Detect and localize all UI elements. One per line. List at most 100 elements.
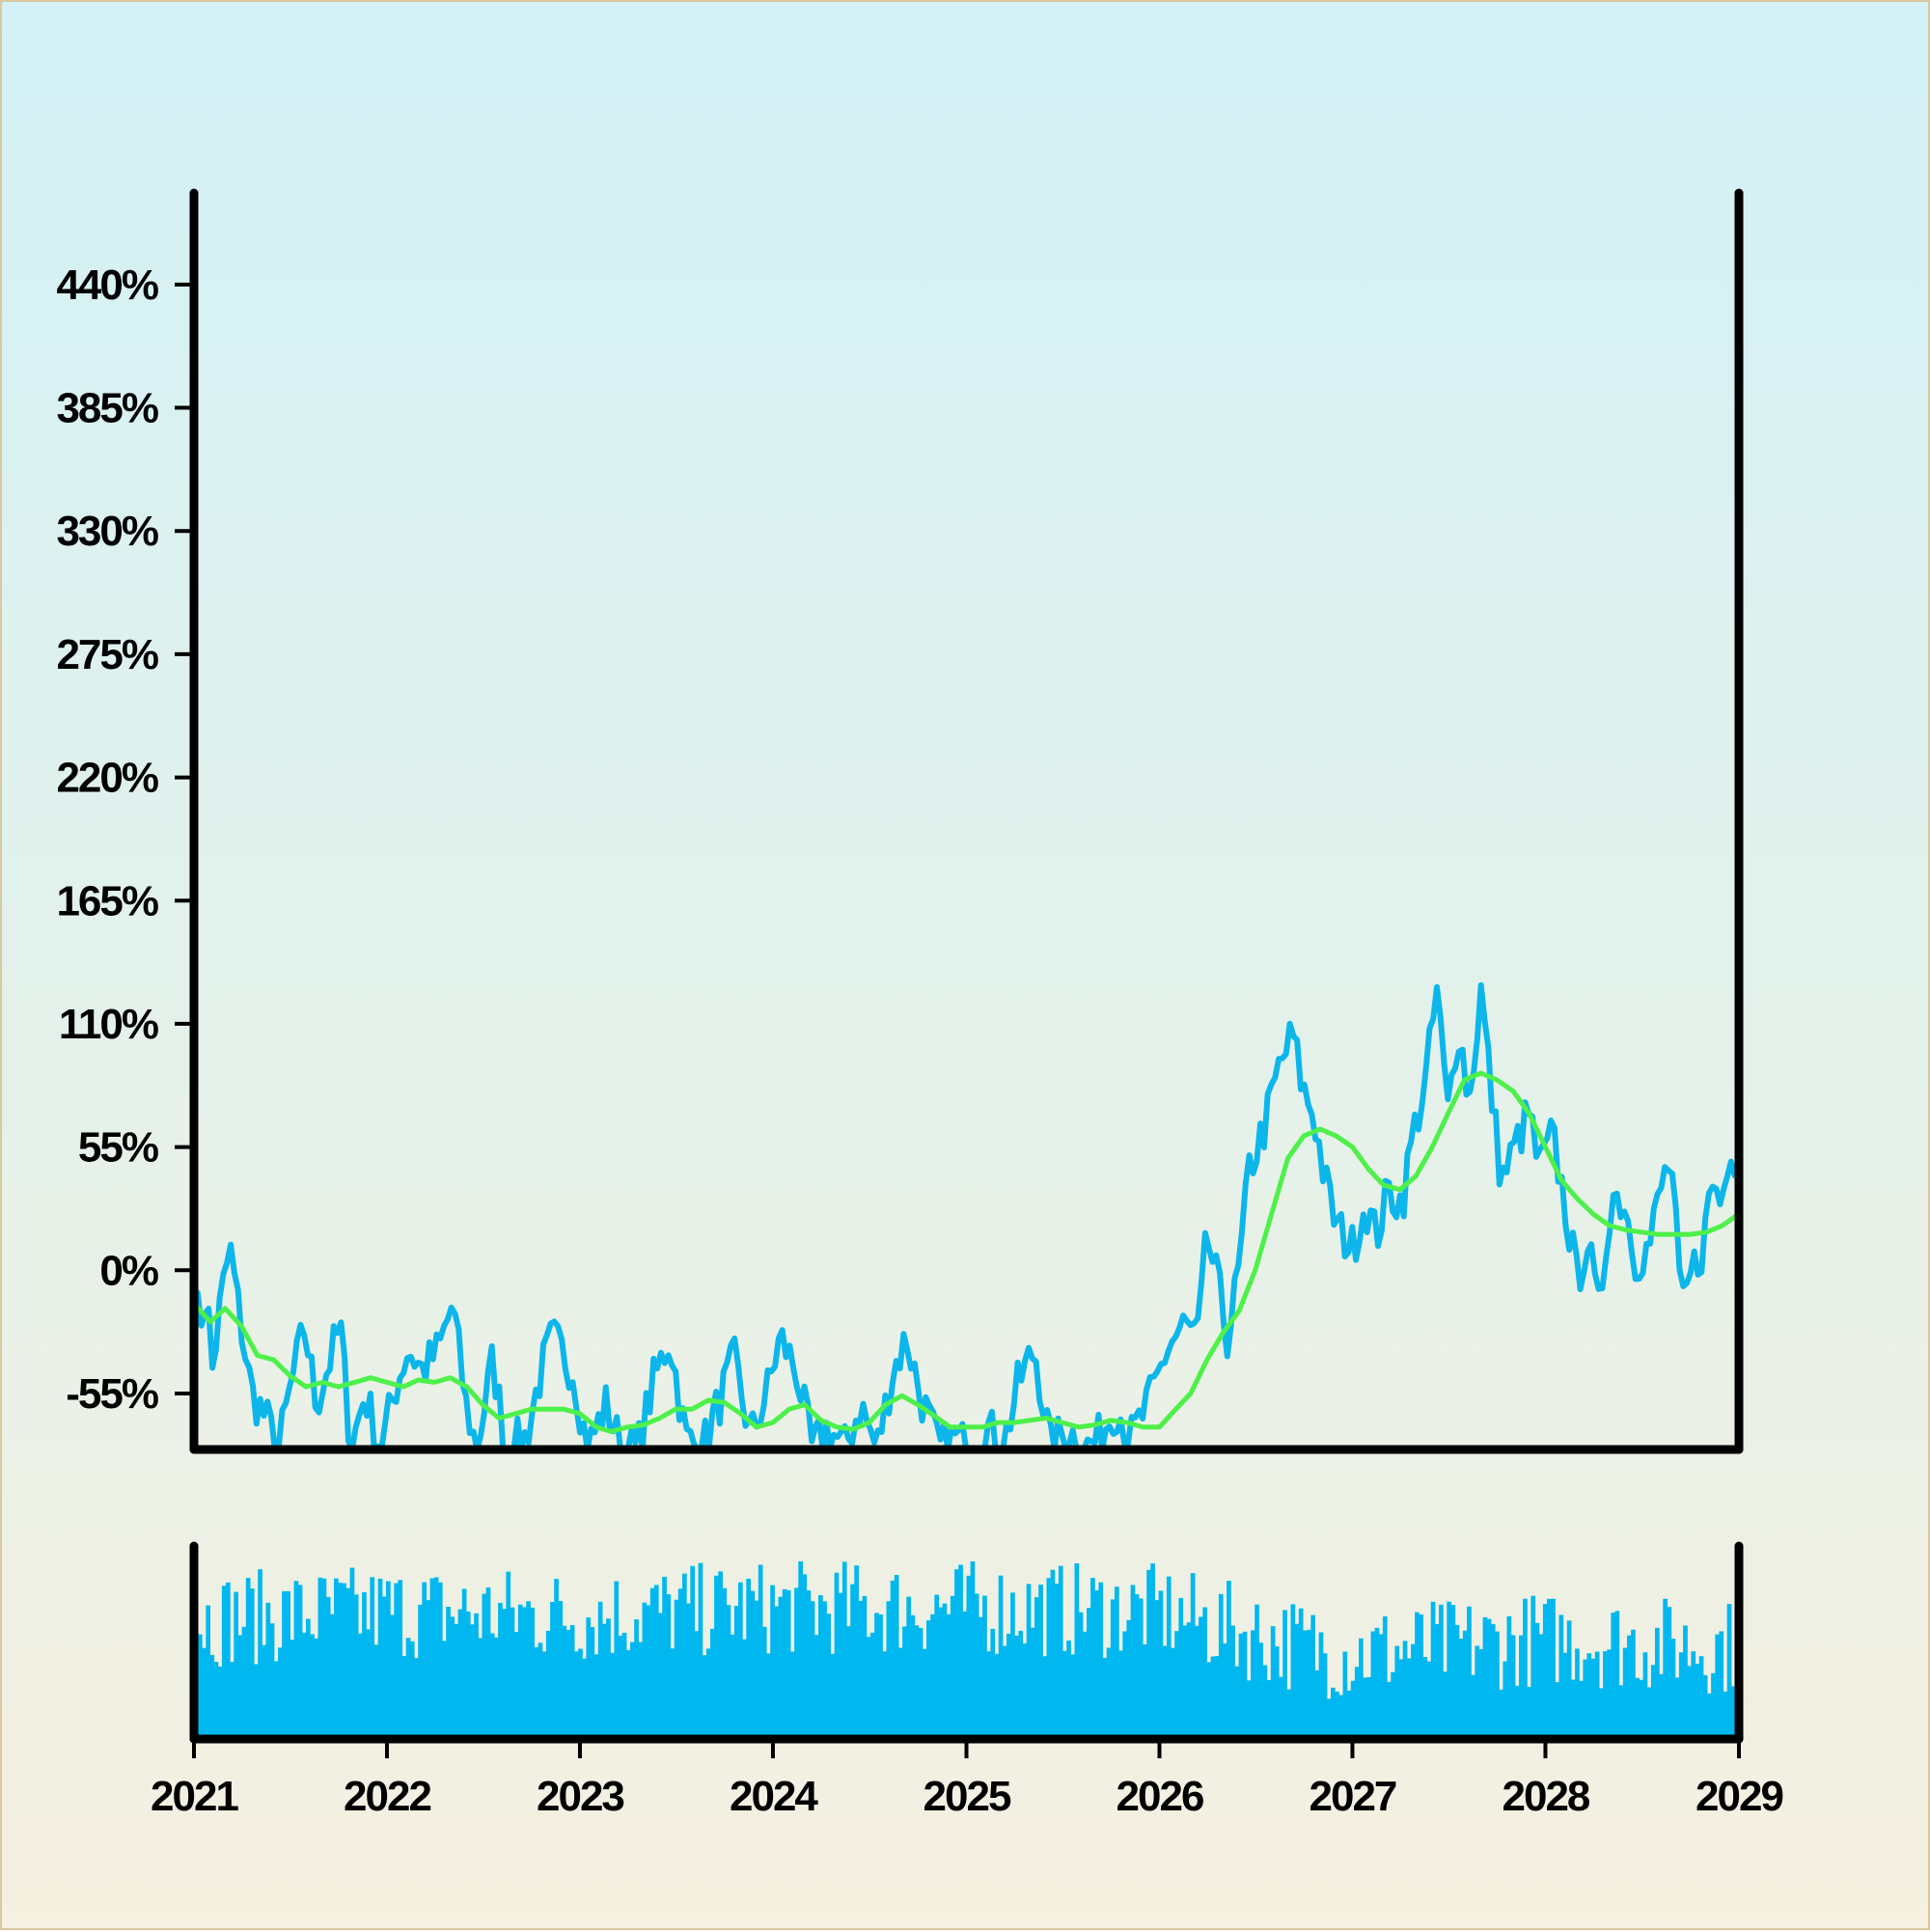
volume-bar [653, 1585, 659, 1739]
volume-bar [894, 1575, 899, 1739]
volume-bar [1223, 1642, 1227, 1739]
volume-bar [593, 1654, 599, 1739]
volume-bar [1310, 1615, 1315, 1739]
volume-bar [1022, 1643, 1028, 1739]
volume-bar [1471, 1674, 1475, 1739]
volume-bar [1294, 1623, 1300, 1739]
volume-bar [1566, 1620, 1572, 1739]
volume-bar [722, 1587, 728, 1739]
volume-bar [890, 1580, 896, 1739]
volume-bar [798, 1560, 803, 1739]
price-line [194, 981, 1739, 1449]
volume-bar [1210, 1656, 1216, 1739]
volume-bar [433, 1577, 439, 1739]
volume-bar [758, 1564, 763, 1739]
volume-bar [1599, 1688, 1604, 1739]
volume-bar [254, 1664, 259, 1739]
volume-bar [625, 1649, 631, 1739]
volume-bar [1162, 1645, 1168, 1739]
volume-bar [1426, 1661, 1432, 1739]
volume-bar [1583, 1659, 1588, 1739]
volume-bar [614, 1581, 620, 1739]
volume-bar [738, 1582, 743, 1739]
volume-bar [982, 1595, 987, 1739]
volume-bar [470, 1624, 475, 1739]
volume-bar [362, 1591, 367, 1739]
volume-bar [958, 1564, 963, 1739]
volume-bar [834, 1572, 840, 1739]
volume-bar [854, 1565, 859, 1739]
volume-bar [478, 1638, 483, 1739]
volume-bar [942, 1603, 948, 1739]
volume-bar [1562, 1652, 1568, 1739]
volume-bar [498, 1602, 503, 1739]
volume-bar [1439, 1604, 1444, 1739]
volume-bar [1707, 1693, 1712, 1739]
volume-bar [578, 1648, 583, 1739]
volume-bar [1622, 1647, 1628, 1739]
volume-bar [409, 1641, 415, 1739]
volume-bar [1422, 1657, 1428, 1739]
volume-bar [1398, 1659, 1404, 1739]
volume-bar [273, 1661, 279, 1739]
volume-bar [1178, 1597, 1184, 1739]
volume-bar [869, 1632, 875, 1739]
volume-bar [1642, 1652, 1648, 1739]
volume-bar [1246, 1680, 1252, 1739]
volume-bar [938, 1607, 944, 1739]
volume-bar [677, 1588, 683, 1739]
volume-bar [1370, 1631, 1376, 1739]
volume-bar [1342, 1651, 1348, 1739]
volume-bar [1218, 1593, 1224, 1739]
volume-bar [494, 1637, 499, 1739]
volume-bar [1715, 1634, 1720, 1739]
volume-bar [1730, 1686, 1736, 1739]
volume-bar [1611, 1613, 1616, 1739]
volume-bar [1702, 1674, 1708, 1739]
volume-bar [742, 1639, 747, 1739]
x-tick-label: 2026 [1117, 1773, 1203, 1820]
volume-bar [1002, 1645, 1007, 1739]
volume-bar [770, 1585, 775, 1739]
volume-bar [906, 1596, 911, 1739]
volume-bar [1391, 1671, 1395, 1739]
volume-bar [950, 1595, 955, 1739]
volume-bar [1482, 1616, 1488, 1739]
volume-bar [886, 1601, 892, 1739]
volume-bar [1338, 1695, 1343, 1739]
volume-bar [209, 1654, 215, 1739]
volume-bar [826, 1614, 831, 1739]
volume-bar [630, 1642, 635, 1739]
volume-bar [1174, 1631, 1179, 1739]
volume-bar [1499, 1689, 1503, 1739]
volume-bar [1506, 1615, 1512, 1739]
volume-bar [1066, 1641, 1071, 1739]
chart-axes: -55% 0% 55% 110% 165% 220% 275% 330% 385% 440% 202… [56, 188, 1784, 1820]
x-tick-label: 2029 [1696, 1773, 1782, 1820]
volume-bar [1018, 1630, 1024, 1739]
volume-bar [1110, 1599, 1116, 1739]
volume-bar [1098, 1582, 1104, 1739]
volume-bar [649, 1587, 655, 1739]
volume-bar [946, 1614, 951, 1739]
volume-bar [1150, 1563, 1155, 1739]
volume-bar [1094, 1589, 1099, 1739]
y-tick-label: 165% [56, 877, 157, 925]
volume-bar [377, 1578, 383, 1739]
volume-bar [517, 1604, 523, 1739]
volume-bar [1691, 1651, 1696, 1739]
volume-bar [457, 1609, 463, 1739]
volume-bar [522, 1607, 527, 1739]
volume-bar [778, 1596, 784, 1739]
volume-bar [1490, 1623, 1496, 1739]
volume-bar [558, 1601, 564, 1739]
volume-bar [1555, 1682, 1559, 1739]
volume-bar [249, 1588, 255, 1739]
volume-bar [638, 1642, 643, 1739]
volume-bar [325, 1596, 331, 1739]
volume-bar [1683, 1625, 1688, 1739]
volume-bar [1542, 1604, 1548, 1739]
volume-bar [1454, 1624, 1460, 1739]
volume-bar [1415, 1612, 1420, 1739]
volume-bar [429, 1578, 435, 1739]
